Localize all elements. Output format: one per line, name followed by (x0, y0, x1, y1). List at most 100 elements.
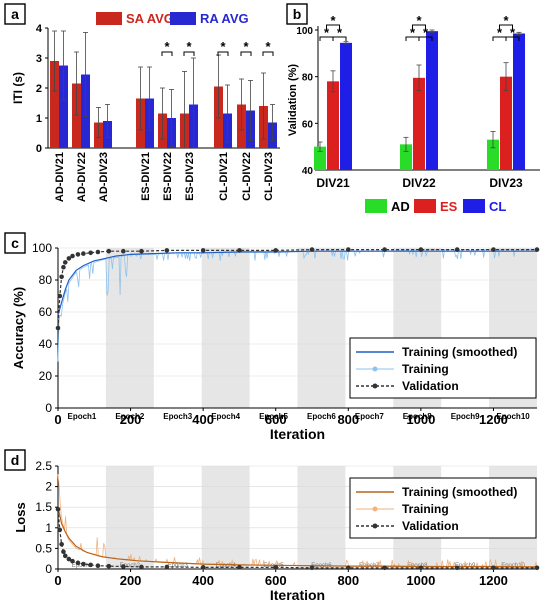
y-tick-label: 100 (296, 26, 313, 37)
validation-point (62, 260, 68, 265)
y-tick-label: 1.5 (35, 500, 52, 514)
significance-bracket (240, 51, 252, 56)
panel-label: c (11, 235, 19, 251)
x-tick-label: ES-DIV21 (140, 152, 152, 201)
significance-star: * (410, 25, 416, 40)
validation-point (55, 506, 61, 512)
x-tick-label: 1000 (406, 412, 435, 427)
bar-ra-avg (59, 65, 68, 148)
y-tick-label: 1 (45, 521, 52, 535)
x-tick-label: 800 (337, 412, 359, 427)
significance-bracket (418, 36, 433, 41)
x-tick-label: DIV22 (402, 176, 436, 190)
y-tick-label: 40 (302, 166, 314, 177)
validation-point (61, 264, 66, 270)
validation-point (164, 248, 170, 253)
y-tick-label: 2 (45, 480, 52, 494)
validation-point (66, 256, 72, 261)
legend-label: AD (391, 199, 410, 214)
significance-bracket (412, 24, 426, 29)
legend-swatch (414, 199, 436, 213)
epoch-band (297, 248, 346, 408)
bar-sa-avg (72, 83, 81, 148)
validation-point (164, 564, 170, 570)
legend-swatch (170, 12, 196, 25)
epoch-label: Epoch7 (355, 412, 384, 421)
panel-label-box (4, 3, 26, 25)
validation-point (273, 248, 279, 253)
y-axis-label: ITI (s) (11, 72, 25, 104)
legend-label: Training (402, 502, 449, 516)
y-tick-label: 80 (302, 73, 314, 84)
validation-point (346, 565, 351, 571)
legend-label: RA AVG (200, 11, 249, 26)
legend-label: ES (440, 199, 458, 214)
epoch-label: Epoch1 (67, 412, 96, 421)
legend-label: Training (smoothed) (402, 345, 517, 359)
x-tick-label: AD-DIV21 (54, 152, 66, 202)
x-tick-label: DIV23 (489, 176, 523, 190)
x-tick-label: CL-DIV22 (241, 152, 253, 201)
epoch-band (297, 466, 346, 569)
bar-cl (340, 42, 352, 171)
validation-point (95, 563, 101, 569)
y-axis-label: Validation (%) (287, 64, 299, 136)
validation-point (454, 247, 460, 252)
validation-point (346, 247, 351, 252)
validation-point (70, 253, 75, 259)
validation-point (273, 565, 279, 570)
validation-point (534, 565, 540, 571)
validation-point (59, 274, 64, 280)
validation-point (454, 565, 460, 571)
epoch-label: Epoch4 (211, 412, 240, 421)
y-tick-label: 80 (39, 273, 53, 287)
x-tick-label: 800 (337, 573, 359, 588)
validation-point (95, 249, 101, 255)
epoch-label: Epoch6 (307, 412, 336, 421)
y-tick-label: 2.5 (35, 459, 52, 473)
y-tick-label: 20 (39, 369, 53, 383)
validation-point (309, 247, 315, 252)
legend-marker (372, 383, 378, 389)
bar-cl (513, 33, 525, 170)
epoch-band (201, 248, 250, 408)
epoch-label: Epoch5 (259, 412, 288, 421)
significance-star: * (243, 39, 249, 54)
x-tick-label: 600 (265, 412, 287, 427)
panel-label-box (4, 232, 26, 254)
y-tick-label: 0 (45, 562, 52, 576)
validation-point (418, 247, 424, 252)
epoch-label: Epoch3 (168, 563, 189, 569)
validation-point (309, 565, 315, 571)
validation-point (200, 248, 206, 253)
y-tick-label: 4 (36, 23, 43, 35)
epoch-label: Epoch4 (215, 563, 236, 569)
x-tick-label: CL-DIV21 (218, 152, 230, 201)
y-axis-label: Accuracy (%) (11, 287, 26, 369)
x-tick-label: 0 (54, 412, 61, 427)
x-tick-label: DIV21 (316, 176, 350, 190)
validation-point (81, 561, 86, 567)
epoch-label: Epoch8 (403, 412, 432, 421)
y-tick-label: 40 (39, 337, 53, 351)
bar-ad (400, 144, 412, 170)
validation-point (106, 563, 112, 569)
x-tick-label: 200 (120, 573, 142, 588)
significance-star: * (503, 13, 509, 28)
x-tick-label: 400 (192, 573, 214, 588)
panel-label: a (11, 6, 19, 22)
significance-star: * (186, 39, 192, 54)
validation-point (61, 549, 66, 554)
legend-marker (372, 366, 378, 372)
x-tick-label: 1200 (479, 573, 508, 588)
validation-point (57, 293, 63, 299)
epoch-label: Epoch3 (163, 412, 192, 421)
validation-point (491, 565, 496, 571)
x-tick-label: 0 (54, 573, 61, 588)
significance-star: * (510, 25, 516, 40)
legend-label: Validation (402, 519, 459, 533)
series-training-smoothed (57, 507, 538, 568)
legend-label: SA AVG (126, 11, 174, 26)
validation-point (88, 562, 93, 568)
